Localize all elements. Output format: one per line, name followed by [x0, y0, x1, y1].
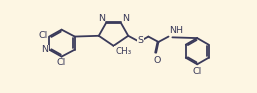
Text: N: N	[122, 14, 129, 23]
Text: Cl: Cl	[38, 31, 48, 40]
Text: N: N	[98, 14, 105, 23]
Text: CH₃: CH₃	[115, 47, 131, 56]
Text: Cl: Cl	[192, 67, 202, 76]
Text: N: N	[41, 45, 48, 54]
Text: O: O	[153, 56, 161, 65]
Text: N: N	[114, 47, 121, 56]
Text: S: S	[138, 36, 144, 45]
Text: Cl: Cl	[57, 58, 66, 67]
Text: NH: NH	[169, 26, 183, 35]
